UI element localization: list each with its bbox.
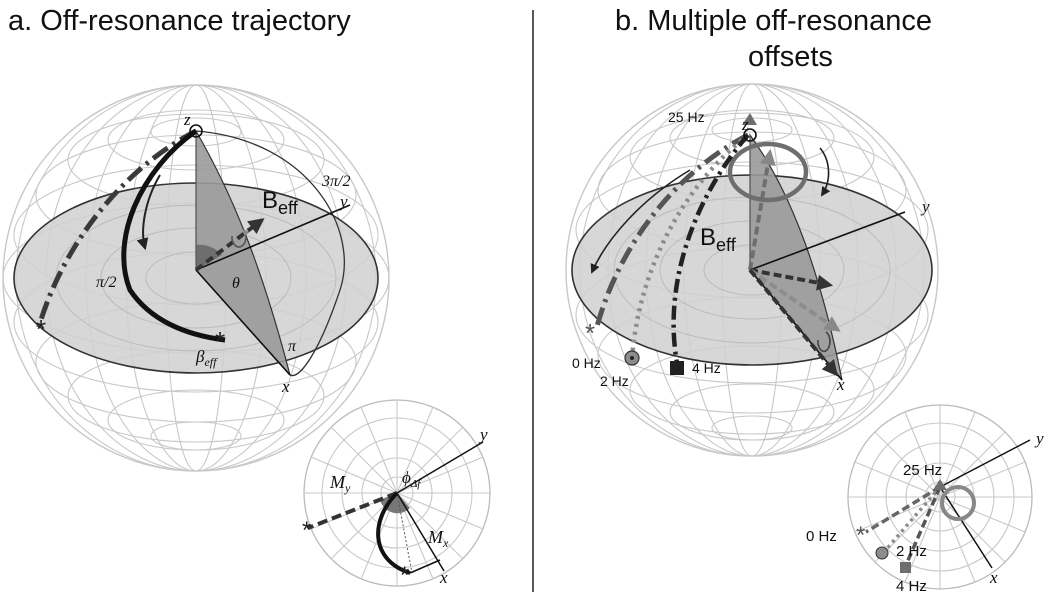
inset-b-triangle-25hz — [933, 479, 947, 490]
inset-b-vector-4hz — [904, 486, 942, 566]
inset-b-x-label: x — [989, 568, 998, 587]
inset-b-label-4hz: 4 Hz — [896, 578, 927, 595]
pi-label: π — [288, 338, 297, 355]
x-label-a: x — [281, 377, 290, 396]
inset-a-solid-arc — [376, 491, 411, 575]
beff-label-b: Beff — [700, 224, 737, 255]
y-axis-a — [195, 204, 351, 271]
inset-b-x-axis — [939, 486, 993, 569]
inset-b-vector-0hz — [865, 485, 941, 534]
inset-a-x-label: x — [439, 568, 448, 587]
inset-b: * y x 25 Hz 0 Hz 2 Hz 4 Hz — [806, 404, 1044, 595]
z-label-a: z — [183, 110, 191, 129]
trajectory-2hz — [629, 133, 750, 359]
beff-vector-a — [194, 218, 265, 272]
my-label: My — [329, 472, 351, 495]
inset-b-y-label: y — [1034, 429, 1044, 448]
inset-b-star-0hz: * — [856, 522, 865, 549]
vector-2hz — [748, 268, 841, 332]
vector-25hz — [748, 148, 776, 271]
square-4hz — [670, 361, 684, 375]
label-2hz-b: 2 Hz — [600, 373, 629, 389]
precession-ring-25hz — [727, 141, 809, 203]
inset-a-star1: * — [302, 517, 311, 544]
label-25hz-b: 25 Hz — [668, 109, 705, 125]
panel-a: a. Off-resonance trajectory — [2, 5, 491, 589]
y-label-a: y — [338, 192, 348, 211]
star-0hz: * — [585, 318, 595, 348]
x-label-b: x — [836, 375, 845, 394]
inset-b-circle-2hz — [875, 546, 889, 560]
y-axis-b — [749, 211, 906, 271]
theta-label-a: θ — [232, 275, 240, 292]
pi-over-two-label: π/2 — [96, 274, 116, 291]
inset-b-label-25hz: 25 Hz — [903, 462, 942, 479]
y-label-b: y — [920, 197, 930, 216]
direction-arrow-a — [136, 174, 161, 251]
star-marker-a2: * — [215, 326, 225, 356]
panel-b-title-line2: offsets — [748, 41, 833, 73]
inset-b-vector-2hz — [882, 485, 942, 554]
rotation-marker-b — [817, 331, 831, 353]
panel-a-title: a. Off-resonance trajectory — [8, 5, 351, 37]
inset-b-ring-25hz — [940, 485, 976, 521]
label-0hz-b: 0 Hz — [572, 355, 601, 371]
inset-a-star2: * — [400, 562, 409, 589]
beff-label-a: Beff — [262, 187, 299, 218]
x-axis-a — [195, 269, 291, 376]
three-pi-over-two-label: 3π/2 — [321, 173, 350, 190]
z-label-b: z — [741, 115, 749, 134]
inset-a-mx-line — [409, 559, 441, 574]
inset-a-dotted — [396, 492, 413, 574]
trajectory-4hz — [671, 133, 750, 369]
panel-b-title-line1: b. Multiple off-resonance — [615, 5, 932, 37]
phi-label: ϕΔf — [402, 468, 422, 490]
rotation-marker-a — [231, 228, 250, 248]
inset-b-label-0hz: 0 Hz — [806, 528, 837, 545]
inset-a-y-axis — [396, 441, 484, 494]
sphere-a: * * z y x Beff θ 3π/2 π/2 π βeff — [2, 84, 390, 472]
star-marker-a1: * — [36, 314, 46, 344]
vector-x-b — [748, 268, 839, 377]
beta-eff-label: βeff — [195, 347, 218, 369]
z-pole-marker-b — [743, 128, 757, 142]
inset-b-y-axis — [939, 439, 1031, 488]
inset-a-trajectory — [307, 491, 398, 530]
label-4hz-b: 4 Hz — [692, 360, 721, 376]
z-pole-marker-a — [189, 124, 203, 138]
inset-b-square-4hz — [900, 562, 911, 573]
theta-wedge-a — [196, 244, 222, 270]
solid-arc-a — [121, 128, 226, 343]
inset-b-label-2hz: 2 Hz — [896, 543, 927, 560]
panel-b: b. Multiple off-resonance offsets — [565, 5, 1044, 595]
triangle-25hz — [742, 113, 757, 125]
direction-arrow-b — [590, 169, 691, 274]
mx-label: Mx — [427, 527, 449, 550]
rotation-arrow-b — [819, 147, 831, 197]
beff-plane-a — [195, 128, 291, 376]
great-circle-a — [195, 130, 345, 377]
sphere-b: * z y x Beff 25 Hz 0 Hz 2 Hz 4 Hz — [565, 83, 939, 457]
vector-beff-b — [749, 268, 834, 291]
inset-a-y-label: y — [478, 425, 488, 444]
inset-a-x-axis — [396, 492, 445, 572]
inset-a: * * y x My Mx ϕΔf — [302, 399, 491, 589]
